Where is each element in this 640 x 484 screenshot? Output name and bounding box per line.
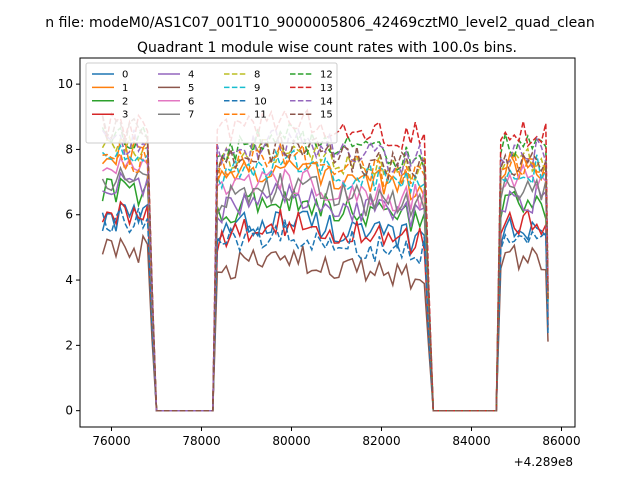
series-line-1 — [101, 137, 549, 412]
axes: 76000 78000 80000 82000 84000 86000 0 2 4 6 8 10 — [58, 77, 581, 448]
legend-label-14: 14 — [320, 96, 333, 107]
y-tick-label: 4 — [65, 273, 73, 287]
chart-title: Quadrant 1 module wise count rates with … — [137, 40, 517, 56]
x-tick-label: 82000 — [362, 434, 400, 448]
legend-label-15: 15 — [320, 110, 333, 121]
series-line-2 — [101, 177, 549, 412]
series-line-11 — [102, 141, 549, 412]
x-tick-label: 84000 — [452, 434, 490, 448]
plot-frame — [79, 57, 576, 428]
legend-label-11: 11 — [254, 110, 267, 121]
series-line-15 — [101, 115, 549, 412]
x-tick-label: 86000 — [542, 434, 580, 448]
series-line-5 — [101, 233, 549, 412]
series-line-8 — [101, 134, 549, 412]
y-tick-label: 0 — [65, 404, 73, 418]
series-lines — [101, 108, 549, 412]
x-tick-label: 76000 — [92, 434, 130, 448]
legend-label-0: 0 — [122, 70, 128, 81]
legend-label-8: 8 — [254, 70, 260, 81]
y-tick-label: 10 — [58, 77, 73, 91]
legend-box — [85, 62, 338, 144]
series-line-3 — [101, 200, 549, 412]
figure-suptitle: n file: modeM0/AS1C07_001T10_9000005806_… — [45, 15, 594, 31]
legend-label-6: 6 — [188, 96, 194, 107]
legend-label-4: 4 — [188, 70, 194, 81]
x-tick-label: 78000 — [182, 434, 220, 448]
series-line-9 — [101, 143, 549, 412]
legend-label-1: 1 — [122, 83, 128, 94]
series-line-0 — [101, 202, 549, 412]
legend-label-9: 9 — [254, 83, 260, 94]
legend-label-3: 3 — [122, 110, 128, 121]
legend-label-7: 7 — [188, 110, 194, 121]
legend-label-2: 2 — [122, 96, 128, 107]
series-line-12 — [101, 122, 549, 412]
legend-label-12: 12 — [320, 70, 333, 81]
series-line-4 — [102, 171, 549, 412]
y-tick-label: 8 — [65, 142, 73, 156]
y-tick-label: 6 — [65, 208, 73, 222]
x-tick-label: 80000 — [272, 434, 310, 448]
y-tick-label: 2 — [65, 338, 73, 352]
x-offset-label: +4.289e8 — [514, 455, 573, 469]
legend-label-5: 5 — [188, 83, 194, 94]
legend-label-13: 13 — [320, 83, 333, 94]
legend-label-10: 10 — [254, 96, 267, 107]
